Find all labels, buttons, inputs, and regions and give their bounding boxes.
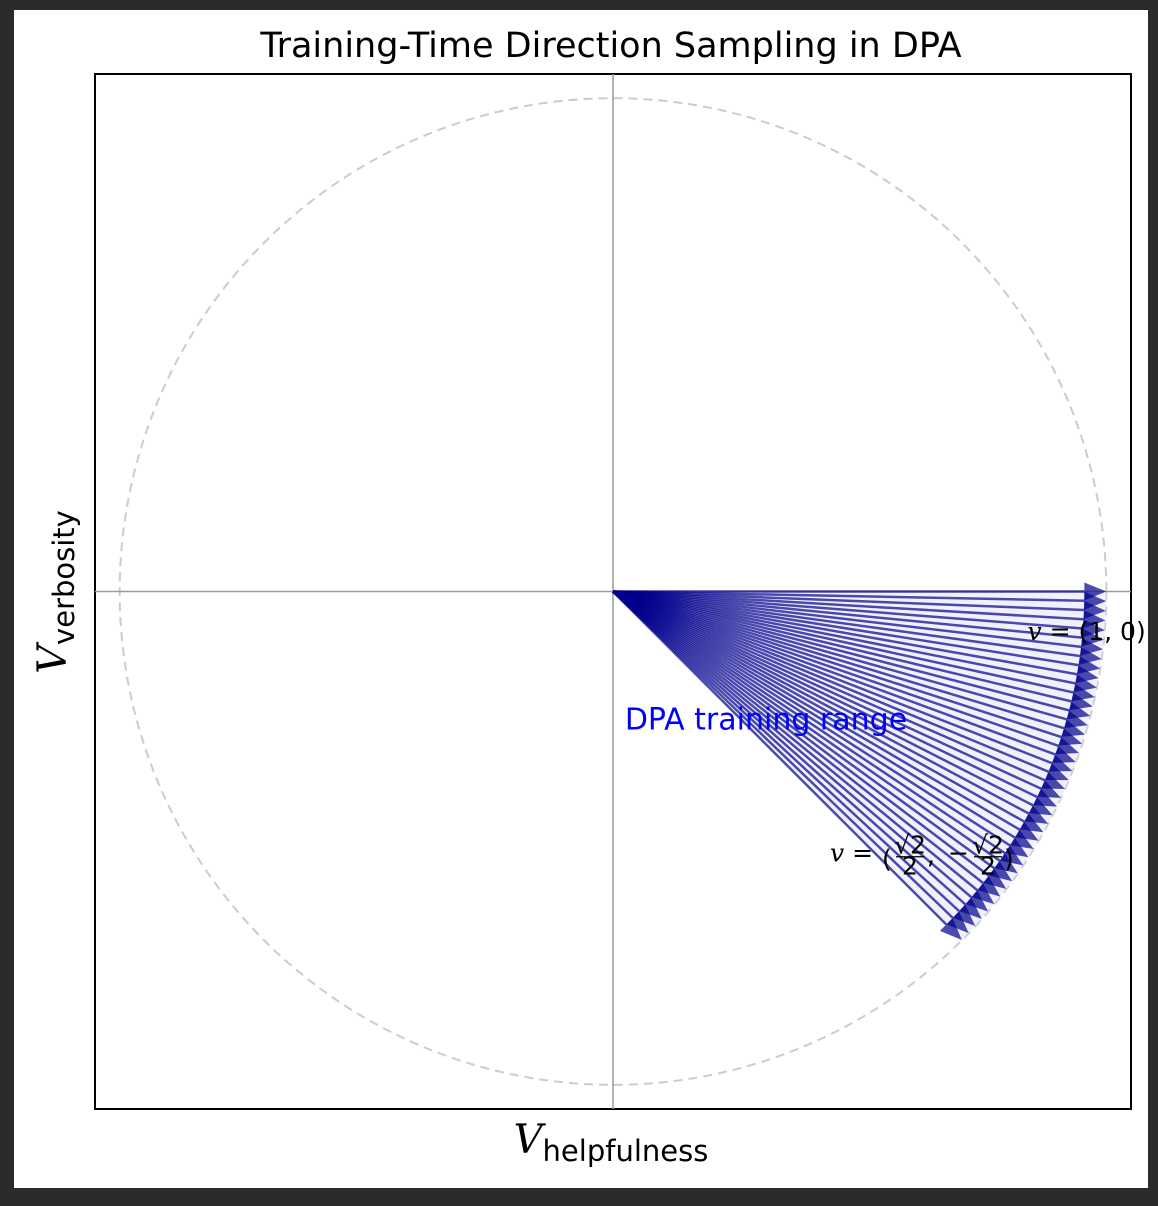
arrow-shaft <box>612 590 990 877</box>
x-axis-label: Vhelpfulness <box>514 1117 709 1168</box>
arrow-head <box>971 883 995 905</box>
arrow-shaft <box>612 590 973 899</box>
arrow-shaft <box>612 590 1016 839</box>
endpoint-label-2-comma: , <box>927 841 935 870</box>
arrow-shaft <box>612 590 1062 739</box>
arrow-shaft <box>612 590 1070 712</box>
arrow-head <box>965 890 989 912</box>
arrow-shaft <box>612 590 1034 807</box>
endpoint-label-1-eq: = (1, 0) <box>1042 617 1146 646</box>
arrow-shaft <box>612 590 1042 790</box>
direction-arrows <box>612 582 1107 940</box>
arrow-shaft <box>612 590 1001 862</box>
endpoint-label-1: v = (1, 0) <box>1028 617 1146 646</box>
arrow-head <box>946 911 969 934</box>
endpoint-label-2-num1: √2 <box>894 831 926 860</box>
endpoint-label-2-var: v <box>830 839 844 868</box>
arrow-shaft <box>612 590 1076 685</box>
endpoint-label-2-prefix: v = <box>830 839 873 868</box>
chart-frame: Training-Time Direction Sampling in DPA … <box>14 10 1148 1188</box>
arrow-shaft <box>612 590 1072 703</box>
arrow-shaft <box>612 590 960 913</box>
x-axis-label-main: V <box>514 1117 547 1163</box>
arrow-shaft <box>612 590 1083 639</box>
arrow-shaft <box>612 590 967 906</box>
arrow-shaft <box>612 590 1074 694</box>
arrow-shaft <box>612 590 1067 721</box>
arrow-shaft <box>612 590 1021 831</box>
chart-svg: Training-Time Direction Sampling in DPA … <box>30 26 1146 1168</box>
arrow-shaft <box>612 590 1025 823</box>
endpoint-label-2: v = ( √2 2 , − √2 2 ) <box>830 831 1014 881</box>
x-axis-label-sub: helpfulness <box>543 1134 709 1168</box>
y-axis-label: Vverbosity <box>30 510 81 674</box>
arrow-shaft <box>612 590 979 892</box>
arrow-shaft <box>612 590 1006 855</box>
endpoint-label-2-num2: √2 <box>972 831 1004 860</box>
endpoint-label-2-den2: 2 <box>980 852 996 881</box>
arrow-shaft <box>612 590 948 926</box>
arrow-shaft <box>612 590 996 870</box>
chart-title: Training-Time Direction Sampling in DPA <box>259 26 961 66</box>
endpoint-label-2-minus: − <box>948 839 969 868</box>
arrow-shaft <box>612 590 1085 612</box>
arrow-shaft <box>612 590 1082 649</box>
arrow-shaft <box>612 590 1011 847</box>
arrow-shaft <box>612 590 1046 782</box>
arrow-shaft <box>612 590 1059 747</box>
arrow-shaft <box>612 590 1038 799</box>
arrow-shaft <box>612 590 1056 756</box>
range-label: DPA training range <box>625 703 907 738</box>
arrow-shaft <box>612 590 1084 621</box>
arrow-head <box>952 904 976 927</box>
arrow-shaft <box>612 590 984 884</box>
arrow-shaft <box>612 590 1053 765</box>
arrow-shaft <box>612 590 1049 773</box>
arrow-head <box>959 897 982 919</box>
arrow-shaft <box>612 590 1030 815</box>
endpoint-label-1-var: v <box>1028 617 1042 646</box>
endpoint-label-2-den1: 2 <box>902 852 918 881</box>
arrow-shaft <box>612 590 1079 667</box>
arrow-shaft <box>612 590 954 919</box>
arrow-shaft <box>612 590 1078 676</box>
endpoint-label-2-rparen: ) <box>1004 845 1014 874</box>
arrow-shaft <box>612 590 1065 730</box>
arrow-shaft <box>612 590 1081 658</box>
arrow-shaft <box>612 590 1085 602</box>
endpoint-label-2-lparen: ( <box>882 845 892 874</box>
endpoint-label-2-eq: = <box>844 839 873 868</box>
y-axis-label-sub: verbosity <box>47 510 81 645</box>
arrow-head <box>939 918 962 940</box>
y-axis-label-main: V <box>30 641 76 674</box>
arrow-shaft <box>612 590 1083 630</box>
